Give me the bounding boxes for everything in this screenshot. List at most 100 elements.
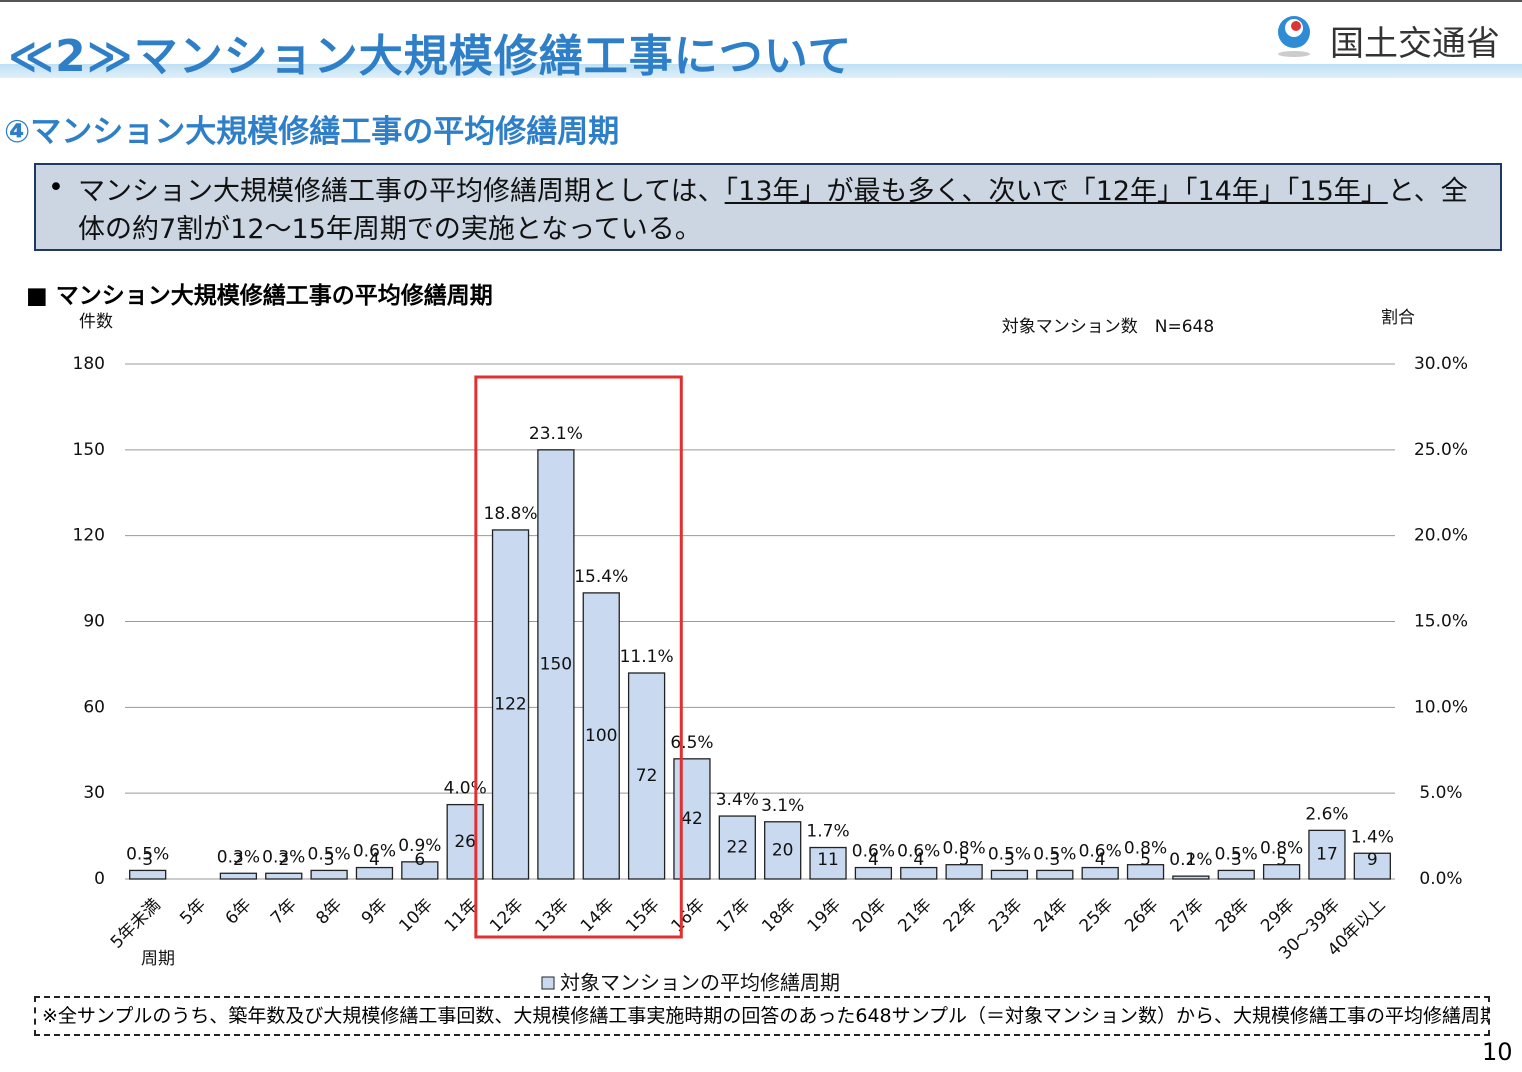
x-tick-label: 13年 xyxy=(531,895,572,936)
bar xyxy=(446,803,484,880)
share-label: 4.0% xyxy=(444,779,487,799)
value-label: 4 xyxy=(868,850,879,870)
share-label: 18.8% xyxy=(484,504,538,524)
y2-tick-label: 5.0% xyxy=(1419,783,1462,803)
y-tick-label: 90 xyxy=(83,612,105,632)
x-tick-label: 24年 xyxy=(1030,895,1071,936)
bar xyxy=(945,864,983,880)
value-label: 3 xyxy=(1231,850,1242,870)
bar xyxy=(582,592,620,880)
value-label: 5 xyxy=(1140,850,1151,870)
page-number: 10 xyxy=(1482,1038,1513,1066)
x-tick-label: 29年 xyxy=(1257,895,1298,936)
y2-tick-label: 30.0% xyxy=(1414,354,1468,374)
x-tick-label: 26年 xyxy=(1121,895,1162,936)
x-tick-label: 40年以上 xyxy=(1324,895,1390,961)
x-tick-label: 19年 xyxy=(804,895,845,936)
y2-tick-label: 25.0% xyxy=(1414,440,1468,460)
bar xyxy=(401,861,439,880)
share-label: 6.5% xyxy=(670,733,713,753)
x-tick-label: 14年 xyxy=(577,895,618,936)
value-label: 5 xyxy=(1276,850,1287,870)
bar xyxy=(1262,864,1301,880)
bar xyxy=(718,815,756,880)
top-rule xyxy=(0,0,1522,2)
value-label: 6 xyxy=(414,850,425,870)
bar xyxy=(809,846,847,880)
bar xyxy=(900,866,938,880)
value-label: 150 xyxy=(540,654,572,674)
value-label: 42 xyxy=(681,809,703,829)
x-tick-label: 27年 xyxy=(1166,895,1207,936)
y-axis-label: 件数 xyxy=(79,312,113,332)
y2-axis-label: 割合 xyxy=(1381,308,1415,328)
share-label: 0.3% xyxy=(262,847,305,867)
x-tick-label: 22年 xyxy=(940,895,981,936)
bar xyxy=(1308,829,1346,880)
share-label: 0.5% xyxy=(1033,844,1076,864)
bar xyxy=(537,449,575,880)
value-label: 100 xyxy=(585,726,617,746)
value-label: 5 xyxy=(959,850,970,870)
y2-tick-label: 15.0% xyxy=(1414,612,1468,632)
bar xyxy=(1126,864,1165,880)
x-tick-label: 18年 xyxy=(758,895,799,936)
y-tick-label: 0 xyxy=(94,869,105,889)
share-label: 0.8% xyxy=(943,839,986,859)
share-label: 3.1% xyxy=(761,796,804,816)
y-tick-label: 60 xyxy=(83,697,105,717)
x-tick-label: 5年 xyxy=(176,895,210,929)
share-label: 0.3% xyxy=(217,847,260,867)
bar xyxy=(1081,866,1119,880)
y2-tick-label: 0.0% xyxy=(1419,869,1462,889)
value-label: 3 xyxy=(142,850,153,870)
x-tick-label: 21年 xyxy=(894,895,935,936)
section-title: ■ マンション大規模修繕工事の平均修繕周期 xyxy=(26,283,493,309)
summary-emphasis: 「13年」が最も多く、次いで「12年」「14年」「15年」 xyxy=(724,176,1388,207)
value-label: 2 xyxy=(278,850,289,870)
x-tick-label: 11年 xyxy=(441,895,482,936)
value-label: 2 xyxy=(233,850,244,870)
bar xyxy=(491,529,530,880)
x-tick-label: 23年 xyxy=(985,895,1026,936)
x-tick-label: 16年 xyxy=(668,895,709,936)
bar xyxy=(219,872,258,880)
logo-icon xyxy=(1278,16,1310,57)
share-label: 0.9% xyxy=(398,836,441,856)
bar xyxy=(1217,869,1255,880)
footnote: ※全サンプルのうち、築年数及び大規模修繕工事回数、大規模修繕工事実施時期の回答の… xyxy=(34,996,1490,1036)
value-label: 3 xyxy=(1004,850,1015,870)
value-label: 22 xyxy=(727,838,749,858)
value-label: 4 xyxy=(1095,850,1106,870)
value-label: 72 xyxy=(636,766,658,786)
value-label: 11 xyxy=(817,850,839,870)
legend-label: 対象マンションの平均修繕周期 xyxy=(560,971,840,995)
subtitle: ④マンション大規模修繕工事の平均修繕周期 xyxy=(4,114,620,150)
value-label: 4 xyxy=(913,850,924,870)
x-tick-label: 6年 xyxy=(222,895,256,929)
share-label: 0.5% xyxy=(308,844,351,864)
bar xyxy=(1353,852,1391,880)
share-label: 2.6% xyxy=(1305,804,1348,824)
y-tick-label: 150 xyxy=(73,440,105,460)
share-label: 0.8% xyxy=(1260,839,1303,859)
summary-text: と、全体の約7割が12～15年周期での実施となっている。 xyxy=(78,176,1468,245)
value-label: 122 xyxy=(494,694,526,714)
bar xyxy=(310,869,348,880)
share-label: 3.4% xyxy=(716,790,759,810)
x-tick-label: 12年 xyxy=(486,895,527,936)
highlight-frame xyxy=(474,375,683,939)
y-tick-label: 30 xyxy=(83,783,105,803)
x-tick-label: 5年未満 xyxy=(107,895,165,953)
value-label: 4 xyxy=(369,850,380,870)
x-tick-label: 10年 xyxy=(395,895,436,936)
x-tick-label: 7年 xyxy=(267,895,301,929)
x-tick-label: 25年 xyxy=(1076,895,1117,936)
value-label: 26 xyxy=(454,832,476,852)
value-label: 17 xyxy=(1316,845,1338,865)
value-label: 3 xyxy=(324,850,335,870)
legend-swatch xyxy=(541,976,555,990)
share-label: 11.1% xyxy=(620,647,674,667)
logo-text: 国土交通省 xyxy=(1330,24,1500,64)
